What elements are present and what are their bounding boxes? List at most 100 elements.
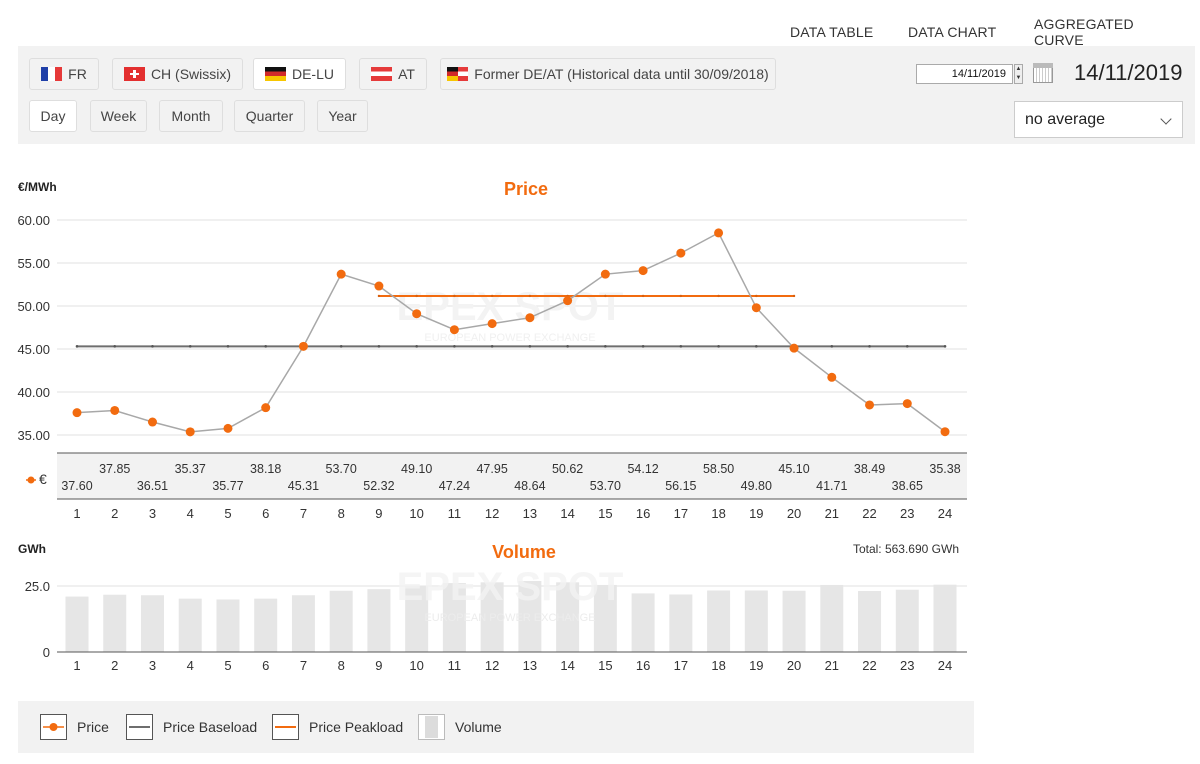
volume-bar (895, 589, 919, 652)
peakload-point (604, 294, 607, 298)
date-spinner[interactable]: ▲ ▼ (1014, 64, 1023, 84)
price-point (827, 372, 837, 382)
period-label: Day (40, 108, 66, 124)
volume-y-tick-label: 0 (43, 645, 50, 660)
price-value-label: 35.77 (212, 479, 243, 493)
baseload-point (566, 345, 569, 348)
price-y-tick-label: 60.00 (17, 213, 50, 228)
baseload-point (905, 345, 909, 348)
austria-flag-icon (371, 67, 393, 81)
peakload-point (755, 294, 758, 298)
legend-label: Price Baseload (163, 719, 258, 735)
price-x-tick-label: 8 (338, 506, 345, 521)
switzerland-flag-icon (123, 67, 145, 81)
price-value-strip (57, 453, 967, 499)
calendar-icon[interactable] (1033, 63, 1053, 83)
watermark-subtitle: EUROPEAN POWER EXCHANGE (424, 612, 595, 624)
tab-aggregated-curve[interactable]: AGGREGATED CURVE (1014, 16, 1194, 48)
volume-bar (254, 598, 278, 652)
market-button-former-de-at[interactable]: Former DE/AT (Historical data until 30/0… (440, 58, 776, 90)
peakload-point (528, 294, 532, 298)
volume-x-tick-label: 5 (224, 658, 231, 673)
baseload-point (377, 345, 381, 348)
market-label: CH (Swissix) (150, 66, 232, 82)
date-input[interactable]: 14/11/2019 (916, 64, 1013, 84)
price-value-label: 52.32 (363, 479, 394, 493)
price-y-tick-label: 40.00 (17, 385, 50, 400)
watermark-brand: EPEX SPOT (397, 285, 624, 329)
volume-x-tick-label: 12 (485, 658, 499, 673)
period-label: Month (171, 108, 211, 124)
price-y-tick-label: 50.00 (17, 299, 50, 314)
price-point (147, 417, 157, 427)
volume-bar (405, 585, 429, 652)
volume-bar (744, 590, 768, 652)
price-value-label: 38.18 (250, 462, 281, 476)
price-y-axis-title: €/MWh (18, 180, 57, 194)
volume-chart: GWh Volume Total: 563.690 GWh 25.0 0 EPEX SPO… (18, 542, 967, 673)
france-flag-icon (41, 67, 63, 81)
volume-x-tick-label: 3 (149, 658, 156, 673)
tab-data-table[interactable]: DATA TABLE (770, 18, 888, 46)
volume-x-tick-label: 16 (636, 658, 650, 673)
charts-area: €/MWh Price 60.00 55.00 50.00 45.00 40.00 35.00… (17, 179, 967, 673)
baseload-point (943, 345, 947, 348)
price-x-tick-label: 16 (636, 506, 650, 521)
market-label: DE-LU (291, 66, 334, 82)
price-x-tick-label: 17 (674, 506, 688, 521)
baseload-point (188, 345, 192, 348)
watermark-subtitle: EUROPEAN POWER EXCHANGE (424, 332, 595, 344)
market-button-fr[interactable]: FR (29, 58, 99, 90)
row-marker-icon (27, 476, 35, 484)
volume-bar (858, 591, 882, 652)
volume-bar (782, 590, 806, 652)
period-button-year[interactable]: Year (317, 100, 368, 132)
baseload-point (453, 345, 456, 348)
price-point (336, 269, 346, 279)
volume-bar (631, 593, 655, 652)
average-select[interactable]: no average (1014, 101, 1183, 138)
price-value-label: 45.31 (288, 479, 319, 493)
volume-x-tick-label: 22 (862, 658, 876, 673)
legend-item-price-peakload[interactable]: Price Peakload (272, 714, 403, 740)
volume-x-tick-label: 2 (111, 658, 118, 673)
legend-item-price[interactable]: Price (40, 714, 109, 740)
baseload-point (679, 345, 683, 348)
period-button-month[interactable]: Month (159, 100, 223, 132)
legend-item-price-baseload[interactable]: Price Baseload (126, 714, 257, 740)
baseload-point (868, 345, 871, 348)
volume-bar (178, 598, 202, 652)
period-button-quarter[interactable]: Quarter (234, 100, 305, 132)
baseload-point (113, 345, 117, 348)
period-label: Week (100, 108, 137, 124)
price-x-tick-label: 19 (749, 506, 763, 521)
peakload-line-icon (272, 714, 299, 740)
period-button-week[interactable]: Week (90, 100, 147, 132)
market-button-ch[interactable]: CH (Swissix) (112, 58, 243, 90)
price-y-tick-label: 55.00 (17, 256, 50, 271)
baseload-point (830, 345, 834, 348)
selected-date: 14/11/2019 (1074, 60, 1183, 85)
volume-x-tick-label: 19 (749, 658, 763, 673)
price-chart: €/MWh Price 60.00 55.00 50.00 45.00 40.00 35.00… (17, 179, 967, 521)
price-x-tick-label: 2 (111, 506, 118, 521)
peakload-point (641, 294, 645, 298)
market-button-at[interactable]: AT (359, 58, 427, 90)
peakload-point (717, 294, 720, 298)
market-button-de-lu[interactable]: DE-LU (253, 58, 346, 90)
peakload-point (415, 294, 418, 298)
price-x-tick-label: 4 (187, 506, 194, 521)
price-value-label: 37.85 (99, 462, 130, 476)
tab-data-chart[interactable]: DATA CHART (888, 18, 1014, 46)
period-label: Year (328, 108, 357, 124)
tab-label: AGGREGATED CURVE (1034, 16, 1134, 48)
baseload-point (75, 345, 79, 348)
price-point (638, 266, 648, 276)
price-value-label: 36.51 (137, 479, 168, 493)
price-value-label: 47.24 (439, 479, 470, 493)
volume-bar (291, 595, 315, 652)
volume-bar (933, 584, 957, 652)
price-x-tick-label: 6 (262, 506, 269, 521)
period-button-day[interactable]: Day (29, 100, 77, 132)
legend-item-volume[interactable]: Volume (418, 714, 502, 740)
